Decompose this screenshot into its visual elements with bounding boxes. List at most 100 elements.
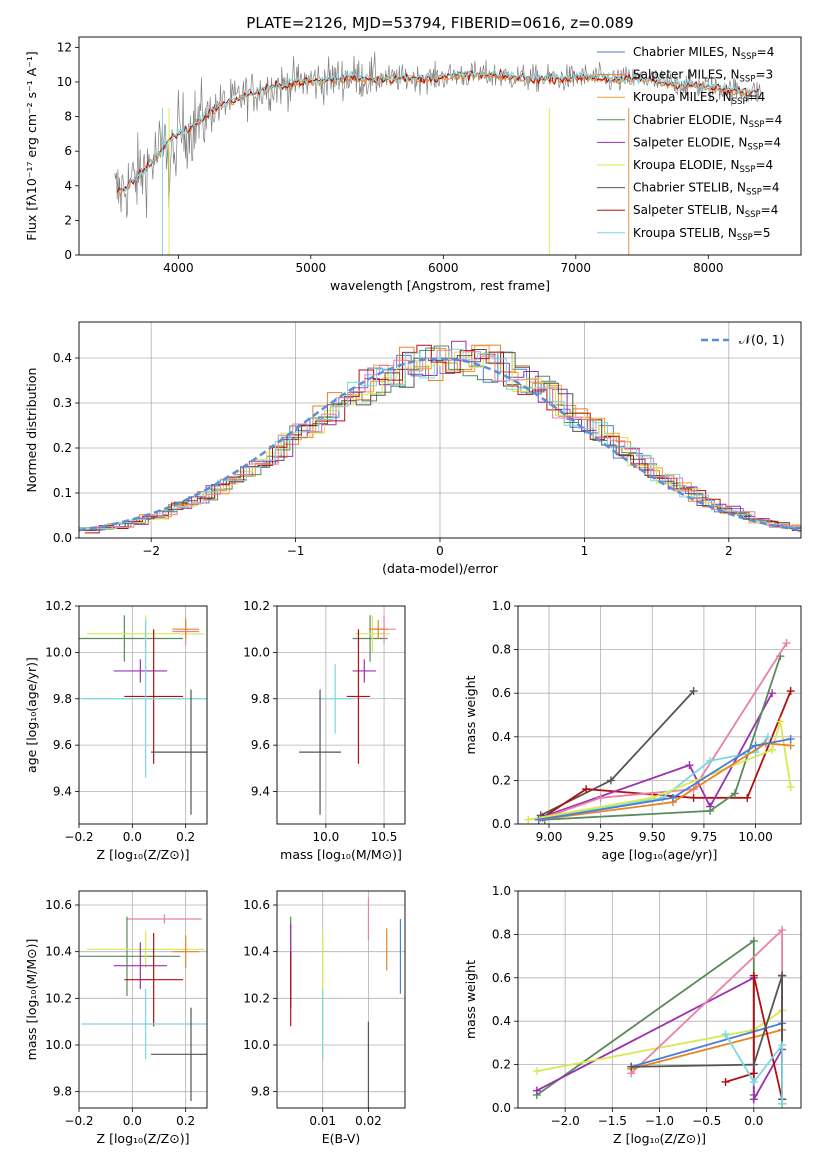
- weight-marker: [582, 785, 591, 794]
- x-tick-label: 4000: [163, 261, 194, 275]
- x-tick-label: 5000: [296, 261, 327, 275]
- weight-line-pink: [538, 642, 788, 821]
- y-tick-label: 0.0: [492, 1101, 511, 1115]
- weight-marker: [534, 815, 543, 824]
- weight-line-chabrier_stelib: [631, 975, 783, 1100]
- y-axis-label: age [log₁₀(age/yr)]: [24, 657, 39, 773]
- x-tick-label: 10.00: [738, 830, 772, 844]
- y-tick-label: 10.6: [45, 898, 72, 912]
- axes-frame: [517, 890, 802, 1109]
- weight-marker: [749, 1060, 758, 1069]
- weight-marker: [776, 717, 785, 726]
- x-tick-label: −2: [142, 544, 160, 558]
- x-tick-label: 0.0: [123, 830, 142, 844]
- histogram-kroupa_elodie: [79, 351, 801, 530]
- axes-frame: [78, 890, 208, 1109]
- residual-histogram-plot: −2 −1 0 1 2 0.0 0.1 0.2 0.3 0.4 (data-model)/error…: [24, 321, 802, 576]
- x-axis-label: mass [log₁₀(M/M⊙)]: [280, 847, 402, 862]
- x-tick-label: 8000: [693, 261, 724, 275]
- legend-entry: Chabrier STELIB, NSSP=4: [633, 181, 780, 198]
- x-tick-label: 10.5: [371, 830, 398, 844]
- normal-distribution-curve: [79, 357, 801, 532]
- y-tick-label: 9.4: [53, 785, 72, 799]
- x-axis-label: age [log₁₀(age/yr)]: [602, 847, 718, 862]
- y-tick-label: 10.2: [243, 991, 270, 1005]
- x-axis-label: Z [log₁₀(Z/Z⊙)]: [97, 1131, 190, 1146]
- x-tick-label: −0.5: [692, 1114, 721, 1128]
- x-tick-label: 9.50: [639, 830, 666, 844]
- weight-marker: [786, 734, 795, 743]
- x-tick-label: 6000: [428, 261, 459, 275]
- y-tick-label: 0.6: [492, 686, 511, 700]
- y-tick-label: 1.0: [492, 599, 511, 613]
- x-axis-label: (data-model)/error: [382, 561, 499, 576]
- y-tick-label: 0.0: [492, 817, 511, 831]
- y-tick-label: 0.2: [492, 773, 511, 787]
- mass_vs_ebv-plot-area: [277, 891, 405, 1108]
- y-axis-label: mass [log₁₀(M/M⊙)]: [24, 939, 39, 1061]
- weight-marker: [627, 1062, 636, 1071]
- weight-marker: [689, 687, 698, 696]
- axes-frame: [276, 890, 406, 1109]
- weight-marker: [763, 732, 772, 741]
- x-tick-label: 0: [436, 544, 444, 558]
- y-tick-label: 9.6: [251, 738, 270, 752]
- weight-marker: [524, 815, 533, 824]
- weight-marker: [606, 776, 615, 785]
- legend-entry: Salpeter STELIB, NSSP=4: [633, 203, 778, 220]
- x-tick-label: 9.00: [536, 830, 563, 844]
- age_vs_Z-plot-area: [79, 606, 207, 824]
- y-tick-label: 0.4: [492, 730, 511, 744]
- y-axis-label: mass weight: [463, 675, 478, 754]
- weight-line-chabrier_miles: [538, 738, 791, 821]
- x-tick-label: 10.0: [313, 830, 340, 844]
- weight-marker: [778, 1041, 787, 1050]
- y-tick-label: 0.0: [53, 531, 72, 545]
- weight-marker: [749, 936, 758, 945]
- spectrum-plot-area: [114, 51, 762, 255]
- weight-line-kroupa_stelib: [724, 1033, 783, 1104]
- y-axis-label: mass weight: [463, 960, 478, 1039]
- y-axis-label: Normed distribution: [24, 368, 39, 493]
- y-tick-label: 9.6: [53, 738, 72, 752]
- weight-marker: [782, 639, 791, 648]
- x-tick-label: −0.2: [64, 830, 93, 844]
- x-tick-label: 7000: [561, 261, 592, 275]
- y-tick-label: 2: [64, 213, 72, 227]
- y-tick-label: 0.8: [492, 927, 511, 941]
- y-tick-label: 10.4: [243, 945, 270, 959]
- x-tick-label: 9.75: [691, 830, 718, 844]
- weight-marker: [768, 689, 777, 698]
- weight-marker: [721, 1030, 730, 1039]
- weight-marker: [685, 761, 694, 770]
- weight-marker: [778, 971, 787, 980]
- weight-vs-age-plot: 9.00 9.25 9.50 9.75 10.00 0.0 0.2 0.4 0.6 0.8 1.0 a…: [463, 599, 802, 862]
- x-tick-label: 0.02: [355, 1114, 382, 1128]
- weight-marker: [778, 926, 787, 935]
- y-tick-label: 10: [57, 75, 72, 89]
- weight-marker: [768, 745, 777, 754]
- y-tick-label: 0.4: [53, 351, 72, 365]
- weight_vs_Z-plot-area: [518, 891, 801, 1108]
- x-tick-label: 1: [581, 544, 589, 558]
- axes-frame: [517, 605, 802, 825]
- y-tick-label: 10.0: [243, 645, 270, 659]
- weight_vs_age-plot-area: [518, 606, 801, 824]
- histogram-kroupa_stelib: [87, 348, 801, 530]
- y-tick-label: 0.8: [492, 643, 511, 657]
- axes-frame: [276, 605, 406, 825]
- weight-marker: [658, 793, 667, 802]
- age-vs-metallicity-plot: −0.2 0.0 0.2 9.4 9.6 9.8 10.0 10.2 Z [log₁₀(Z/Z⊙…: [24, 599, 208, 862]
- y-tick-label: 0: [64, 248, 72, 262]
- histogram-pink: [90, 349, 801, 533]
- y-tick-label: 1.0: [492, 884, 511, 898]
- x-tick-label: 0.2: [176, 830, 195, 844]
- model-spectrum-salpeter_stelib: [116, 68, 759, 193]
- x-tick-label: 2: [725, 544, 733, 558]
- mass-vs-metallicity-plot: −0.2 0.0 0.2 9.8 10.0 10.2 10.4 10.6 Z [log₁₀(Z/…: [24, 890, 208, 1146]
- y-tick-label: 0.1: [53, 486, 72, 500]
- axes-frame: [78, 605, 208, 825]
- weight-line-salpeter_miles: [538, 742, 791, 821]
- spectrum-title: PLATE=2126, MJD=53794, FIBERID=0616, z=0…: [246, 14, 633, 32]
